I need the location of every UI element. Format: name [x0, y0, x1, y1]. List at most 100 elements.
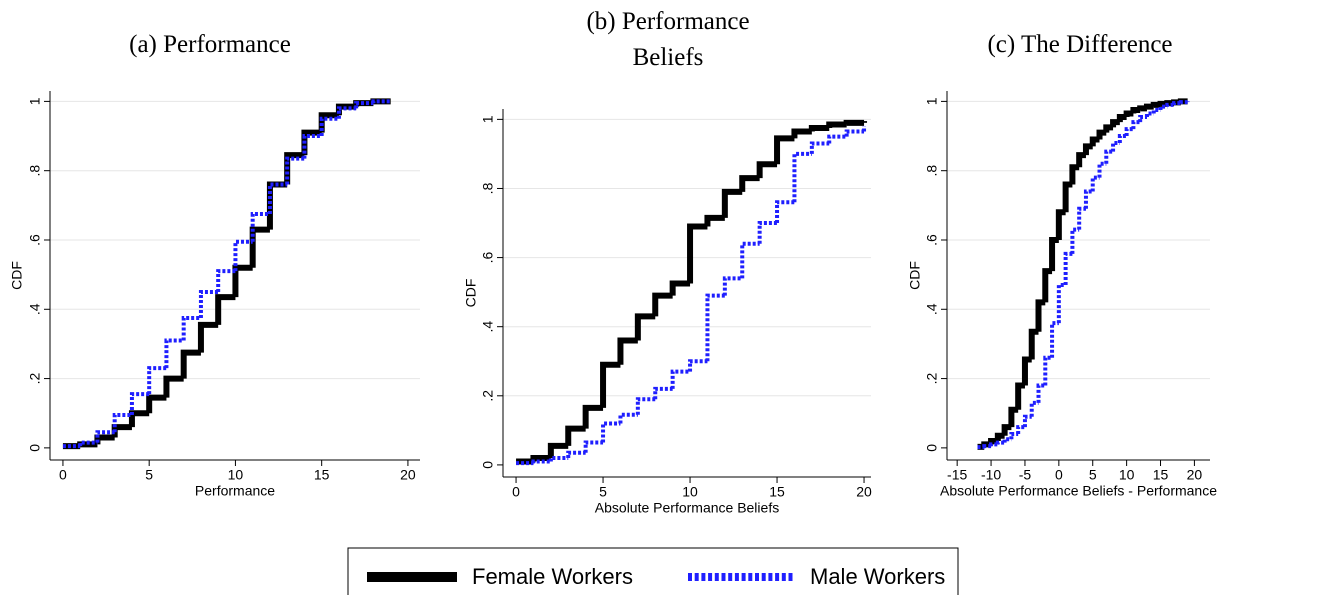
cdf-step — [531, 459, 551, 464]
cdf-step — [1063, 251, 1073, 286]
cdf-step — [1083, 189, 1093, 209]
cdf-step — [1015, 382, 1025, 410]
cdf-step — [600, 361, 621, 408]
y-axis-title: CDF — [9, 261, 25, 290]
cdf-step — [1124, 127, 1134, 137]
cdf-step — [1111, 140, 1120, 152]
cdf-step — [1016, 425, 1025, 435]
cdf-step — [565, 425, 586, 446]
cdf-step — [618, 412, 638, 424]
cdf-step — [634, 313, 656, 341]
cdf-step — [653, 386, 673, 400]
cdf-step — [1151, 108, 1161, 114]
cdf-step — [601, 421, 621, 443]
cdf-step — [215, 294, 236, 325]
cdf-step — [1036, 383, 1046, 403]
y-tick-label: 0 — [924, 444, 940, 452]
cdf-step — [1022, 414, 1032, 428]
cdf-step — [1131, 120, 1141, 130]
cdf-step — [548, 455, 569, 462]
y-tick-label: .8 — [27, 165, 43, 177]
cdf-step — [982, 444, 992, 449]
chart-title: (c) The Difference — [987, 31, 1173, 58]
cdf-step — [808, 125, 830, 132]
legend-label: Female Workers — [472, 564, 633, 589]
cdf-step — [1035, 299, 1046, 332]
cdf-step — [78, 440, 98, 447]
cdf-step — [1138, 114, 1147, 123]
cdf-step — [128, 410, 150, 428]
x-tick-label: 0 — [512, 484, 520, 500]
cdf-step — [617, 337, 638, 365]
y-tick-label: 0 — [27, 444, 43, 452]
cdf-step — [180, 349, 201, 379]
x-tick-label: 0 — [59, 467, 67, 483]
cdf-step — [989, 442, 998, 447]
chart-title: (b) Performance Beliefs — [586, 8, 750, 71]
cdf-step — [1050, 321, 1059, 358]
cdf-step — [1117, 134, 1127, 143]
cdf-step — [1116, 113, 1127, 123]
cdf-step — [250, 212, 270, 242]
cdf-step — [1110, 119, 1120, 128]
cdf-step — [1029, 400, 1039, 417]
cdf-step — [582, 404, 604, 429]
cdf-step — [1008, 406, 1019, 428]
cdf-step — [1043, 355, 1053, 386]
cdf-step — [94, 434, 115, 445]
cdf-step — [285, 156, 305, 185]
cdf-step — [670, 369, 691, 389]
cdf-step — [319, 116, 339, 137]
cdf-step — [1165, 102, 1175, 107]
x-tick-label: 10 — [1119, 467, 1135, 483]
cdf-step — [1076, 152, 1086, 168]
cdf-step — [249, 226, 270, 268]
cdf-step — [284, 152, 305, 185]
cdf-step — [1158, 104, 1168, 111]
cdf-step — [1104, 149, 1114, 164]
x-tick-label: 15 — [314, 467, 330, 483]
cdf-step — [302, 134, 322, 159]
cdf-step — [129, 392, 150, 415]
cdf-step — [233, 239, 253, 272]
cdf-step — [687, 223, 708, 284]
cdf-step — [1049, 236, 1059, 272]
y-tick-label: 1 — [924, 97, 940, 105]
x-tick-label: 5 — [1089, 467, 1097, 483]
cdf-step — [547, 442, 569, 458]
cdf-step — [1002, 437, 1012, 443]
cdf-step — [267, 182, 288, 214]
cdf-step — [354, 101, 374, 109]
cdf-step — [722, 276, 743, 296]
cdf-step — [1130, 107, 1141, 114]
cdf-step — [721, 188, 743, 218]
cdf-step — [266, 181, 288, 230]
cdf-step — [1103, 124, 1114, 133]
cdf-step — [318, 112, 339, 133]
x-tick-label: 20 — [856, 484, 872, 500]
cdf-step — [739, 175, 760, 192]
cdf-step — [1172, 101, 1181, 106]
cdf-step — [371, 99, 391, 104]
x-axis-title: Absolute Performance Beliefs - Performan… — [940, 483, 1217, 499]
x-tick-label: 10 — [682, 484, 698, 500]
cdf-step — [756, 161, 778, 179]
y-axis-title: CDF — [907, 261, 923, 290]
cdf-step — [704, 214, 725, 227]
cdf-step — [1069, 164, 1080, 185]
cdf-step — [1028, 328, 1039, 360]
y-tick-label: 1 — [27, 97, 43, 105]
y-axis-title: CDF — [463, 279, 479, 308]
y-tick-label: .4 — [27, 303, 43, 315]
cdf-step — [147, 366, 167, 395]
cdf-step — [164, 338, 184, 369]
cdf-step — [1137, 105, 1147, 112]
y-tick-label: .8 — [480, 182, 496, 194]
x-tick-label: 15 — [1153, 467, 1169, 483]
cdf-step — [1070, 227, 1080, 254]
legend-box — [347, 547, 959, 595]
y-tick-label: 1 — [480, 115, 496, 123]
cdf-step — [1143, 103, 1154, 110]
x-tick-label: 5 — [145, 467, 153, 483]
